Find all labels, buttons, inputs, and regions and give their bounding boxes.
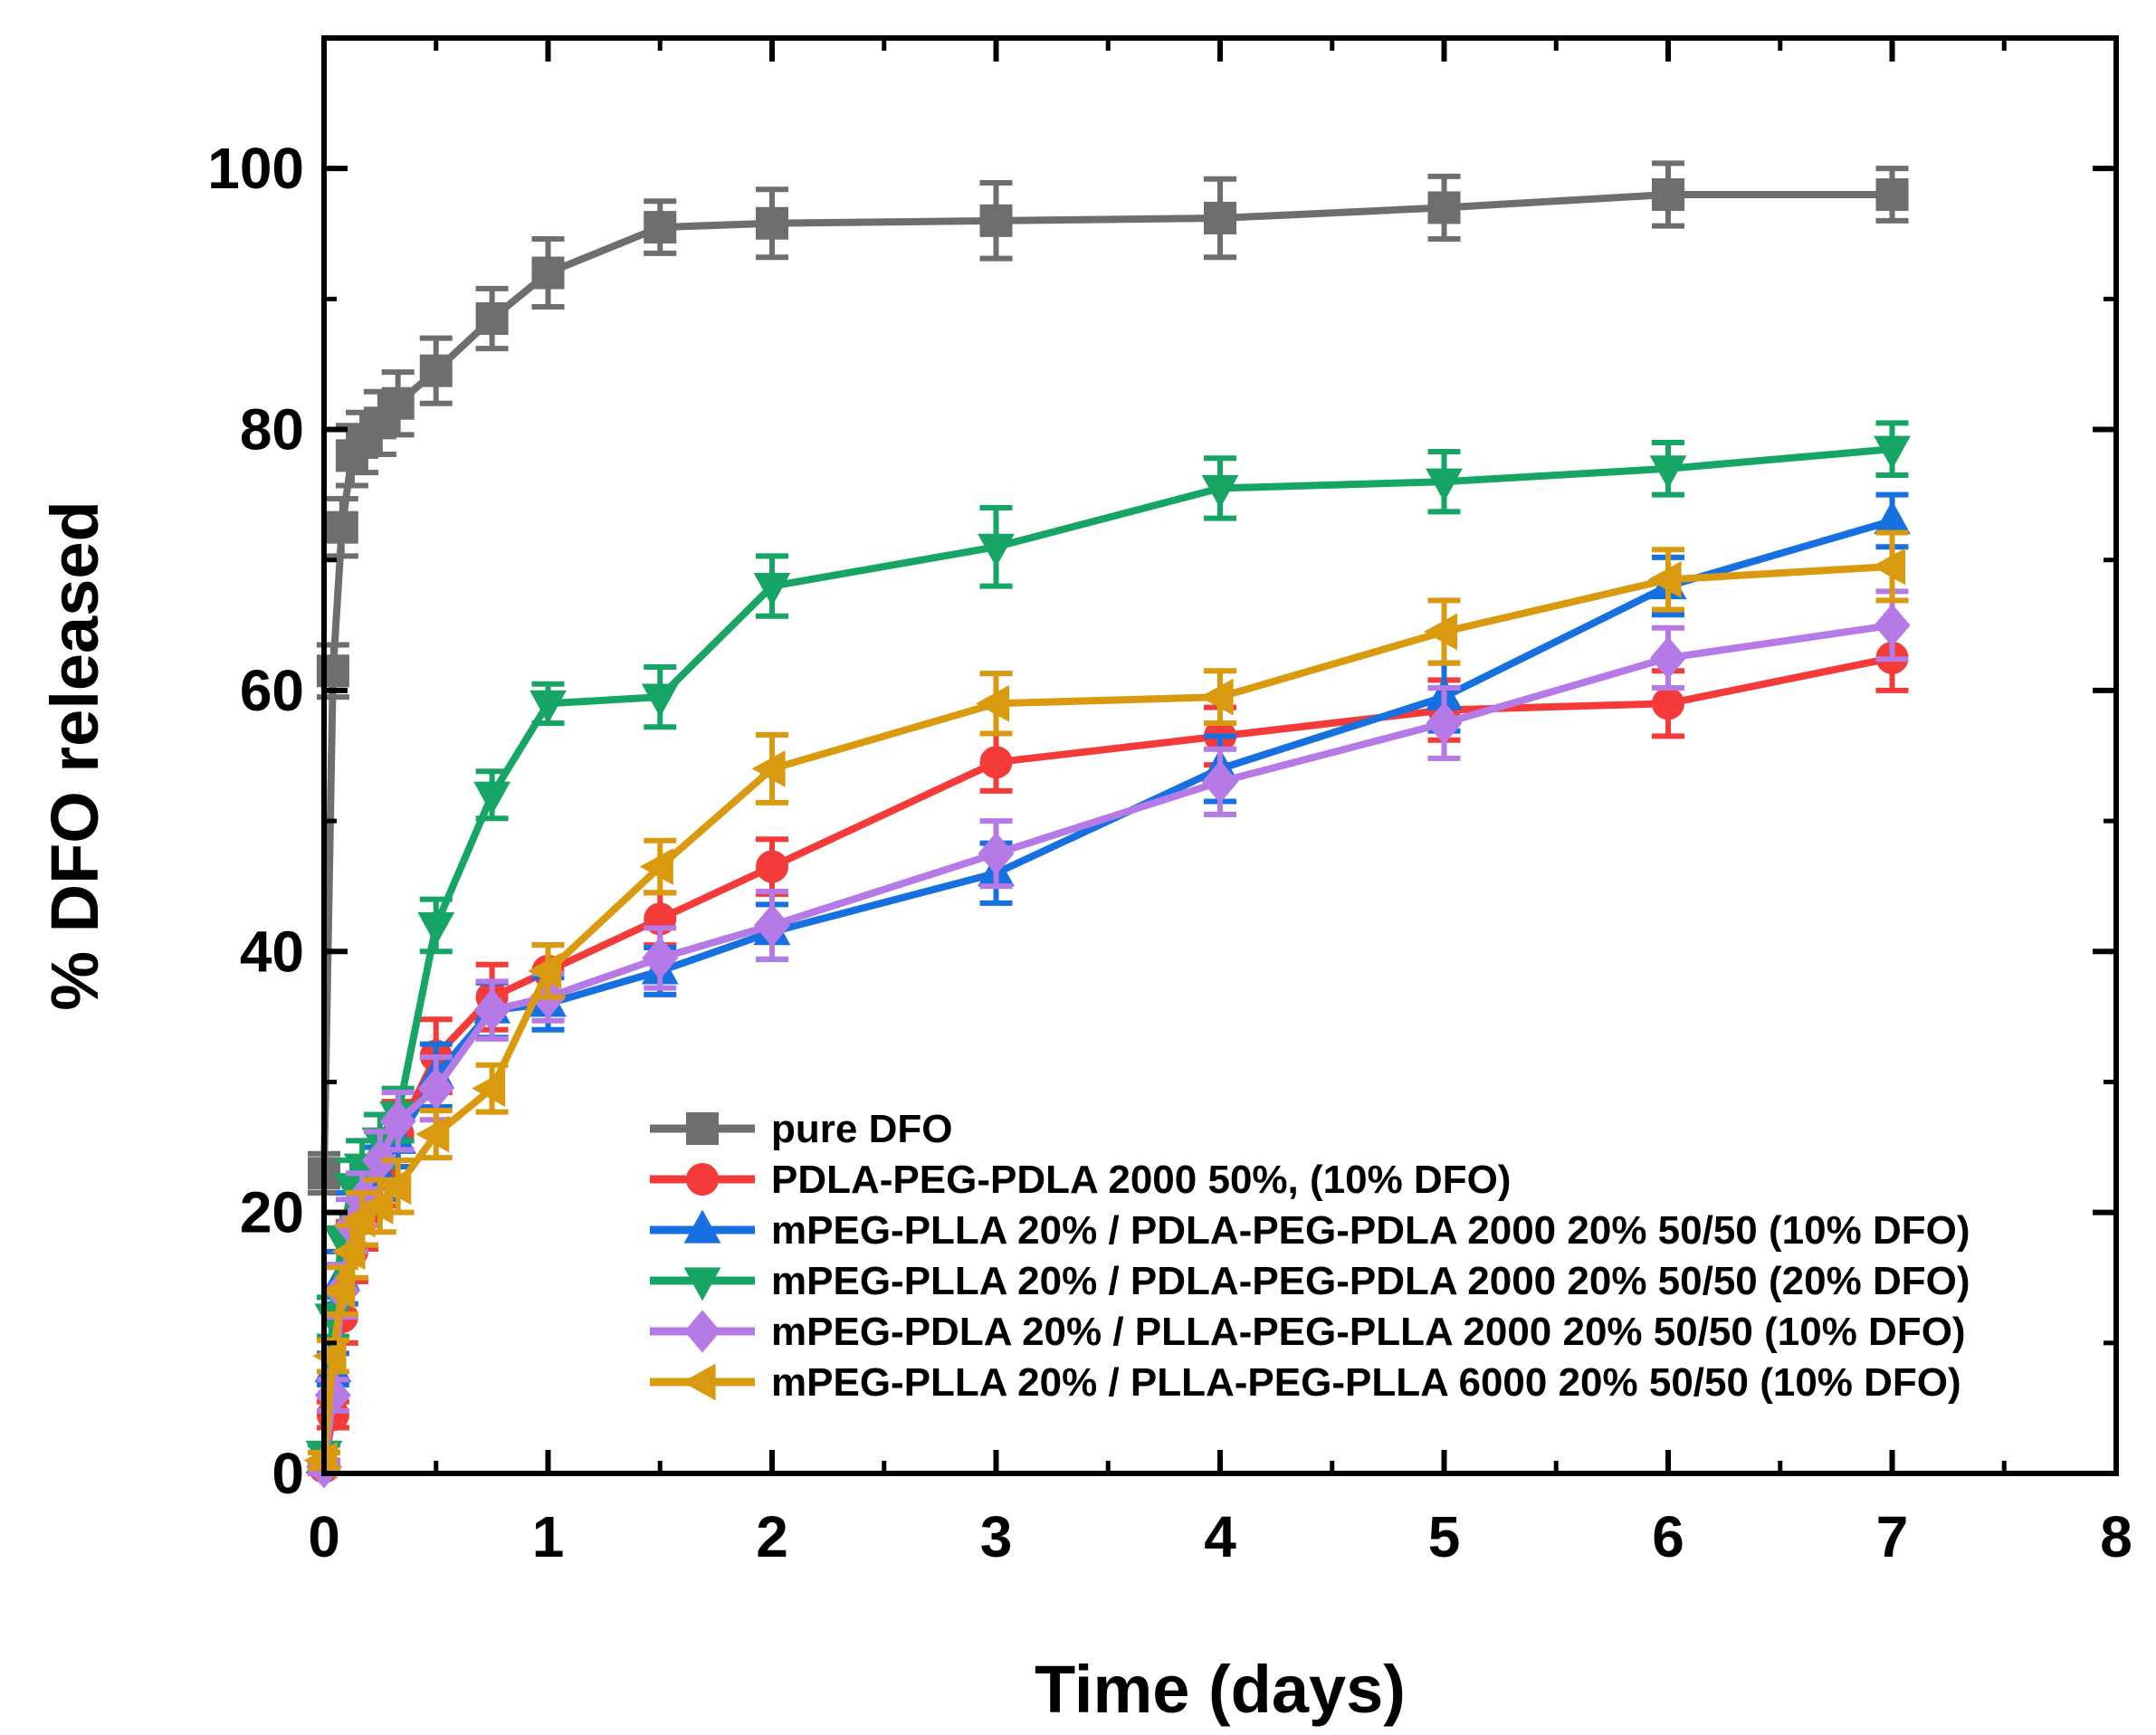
legend-label: pure DFO <box>771 1107 952 1151</box>
data-point <box>1426 468 1463 502</box>
y-tick-label: 40 <box>240 919 304 984</box>
data-point <box>529 690 567 724</box>
data-point <box>1427 191 1461 224</box>
data-point <box>321 1272 356 1310</box>
data-point <box>1649 636 1687 680</box>
data-point <box>1201 474 1239 509</box>
data-point <box>978 533 1015 567</box>
legend-label: mPEG-PLLA 20% / PDLA-PEG-PDLA 2000 20% 5… <box>771 1208 1970 1253</box>
legend-marker <box>683 1209 721 1244</box>
legend-marker <box>686 1163 719 1196</box>
data-point <box>1652 687 1684 720</box>
y-tick-label: 100 <box>207 136 304 201</box>
x-tick-label: 8 <box>2100 1504 2132 1569</box>
legend-marker <box>683 1310 721 1353</box>
legend-marker <box>683 1267 721 1301</box>
x-tick-label: 2 <box>756 1504 788 1569</box>
data-point <box>531 256 565 290</box>
data-point <box>1652 178 1684 212</box>
data-point <box>1874 604 1911 647</box>
x-tick-label: 7 <box>1876 1504 1909 1569</box>
data-point <box>979 746 1013 779</box>
data-point <box>1424 613 1458 651</box>
data-point <box>1201 760 1239 804</box>
y-tick-label: 80 <box>240 397 304 462</box>
data-point <box>1426 701 1463 745</box>
data-point <box>1649 455 1687 490</box>
data-point <box>1872 548 1906 586</box>
legend-item: PDLA-PEG-PDLA 2000 50%, (10% DFO) <box>650 1158 1511 1202</box>
data-point <box>642 936 679 980</box>
x-tick-label: 0 <box>308 1504 340 1569</box>
data-point <box>379 1100 416 1143</box>
data-point <box>528 952 562 990</box>
y-tick-label: 0 <box>272 1441 304 1506</box>
data-point <box>644 211 677 244</box>
legend-item: mPEG-PLLA 20% / PLLA-PEG-PLLA 6000 20% 5… <box>650 1360 1961 1405</box>
legend-label: mPEG-PDLA 20% / PLLA-PEG-PLLA 2000 20% 5… <box>771 1310 1966 1354</box>
data-point <box>1647 560 1682 598</box>
legend: pure DFO PDLA-PEG-PDLA 2000 50%, (10% DFO… <box>650 1107 1970 1405</box>
data-point <box>1875 178 1909 212</box>
legend-item: pure DFO <box>650 1107 952 1151</box>
legend-marker <box>686 1112 719 1145</box>
y-axis-title: % DFO released <box>37 500 112 1010</box>
x-tick-label: 3 <box>980 1504 1013 1569</box>
data-point <box>419 354 453 387</box>
data-point <box>417 911 455 946</box>
x-tick-label: 5 <box>1428 1504 1461 1569</box>
legend-label: mPEG-PLLA 20% / PLLA-PEG-PLLA 6000 20% 5… <box>771 1360 1961 1405</box>
x-tick-label: 1 <box>532 1504 565 1569</box>
data-point <box>473 781 511 815</box>
y-tick-label: 20 <box>240 1180 304 1245</box>
data-point <box>753 903 791 948</box>
data-point <box>325 510 358 544</box>
legend-item: mPEG-PLLA 20% / PDLA-PEG-PDLA 2000 20% 5… <box>650 1208 1970 1253</box>
data-point <box>979 204 1013 237</box>
data-point <box>1204 201 1236 234</box>
data-point <box>756 850 788 883</box>
x-tick-label: 6 <box>1652 1504 1684 1569</box>
y-tick-label: 60 <box>240 658 304 723</box>
data-point <box>978 832 1015 875</box>
data-point <box>751 750 786 787</box>
data-point <box>1874 435 1911 470</box>
legend-item: mPEG-PLLA 20% / PDLA-PEG-PDLA 2000 20% 5… <box>650 1259 1970 1303</box>
data-point <box>415 1115 450 1153</box>
data-point <box>341 1200 376 1238</box>
legend-item: mPEG-PDLA 20% / PLLA-PEG-PLLA 2000 20% 5… <box>650 1310 1966 1354</box>
legend-label: mPEG-PLLA 20% / PDLA-PEG-PDLA 2000 20% 5… <box>771 1259 1970 1303</box>
x-tick-label: 4 <box>1204 1504 1236 1569</box>
data-point <box>1199 678 1234 716</box>
data-point <box>312 1337 347 1375</box>
data-point <box>475 301 509 335</box>
data-point <box>756 206 788 240</box>
x-axis-title: Time (days) <box>1035 1652 1406 1727</box>
data-point <box>473 988 510 1032</box>
data-point <box>976 684 1010 722</box>
data-point <box>377 1168 412 1206</box>
data-point <box>472 1070 506 1108</box>
legend-marker <box>682 1363 716 1401</box>
legend-label: PDLA-PEG-PDLA 2000 50%, (10% DFO) <box>771 1158 1511 1202</box>
data-point <box>303 1442 338 1479</box>
data-point <box>641 683 679 718</box>
series-6 <box>303 529 1909 1479</box>
data-point <box>639 848 673 885</box>
data-point <box>381 386 415 420</box>
data-point <box>753 572 791 607</box>
